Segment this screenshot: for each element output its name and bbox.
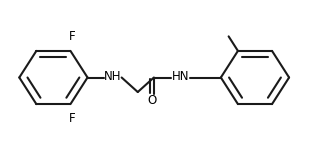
Text: F: F bbox=[69, 112, 75, 125]
Text: HN: HN bbox=[171, 70, 189, 83]
Text: NH: NH bbox=[104, 70, 121, 83]
Text: O: O bbox=[147, 94, 156, 107]
Text: F: F bbox=[69, 30, 75, 43]
